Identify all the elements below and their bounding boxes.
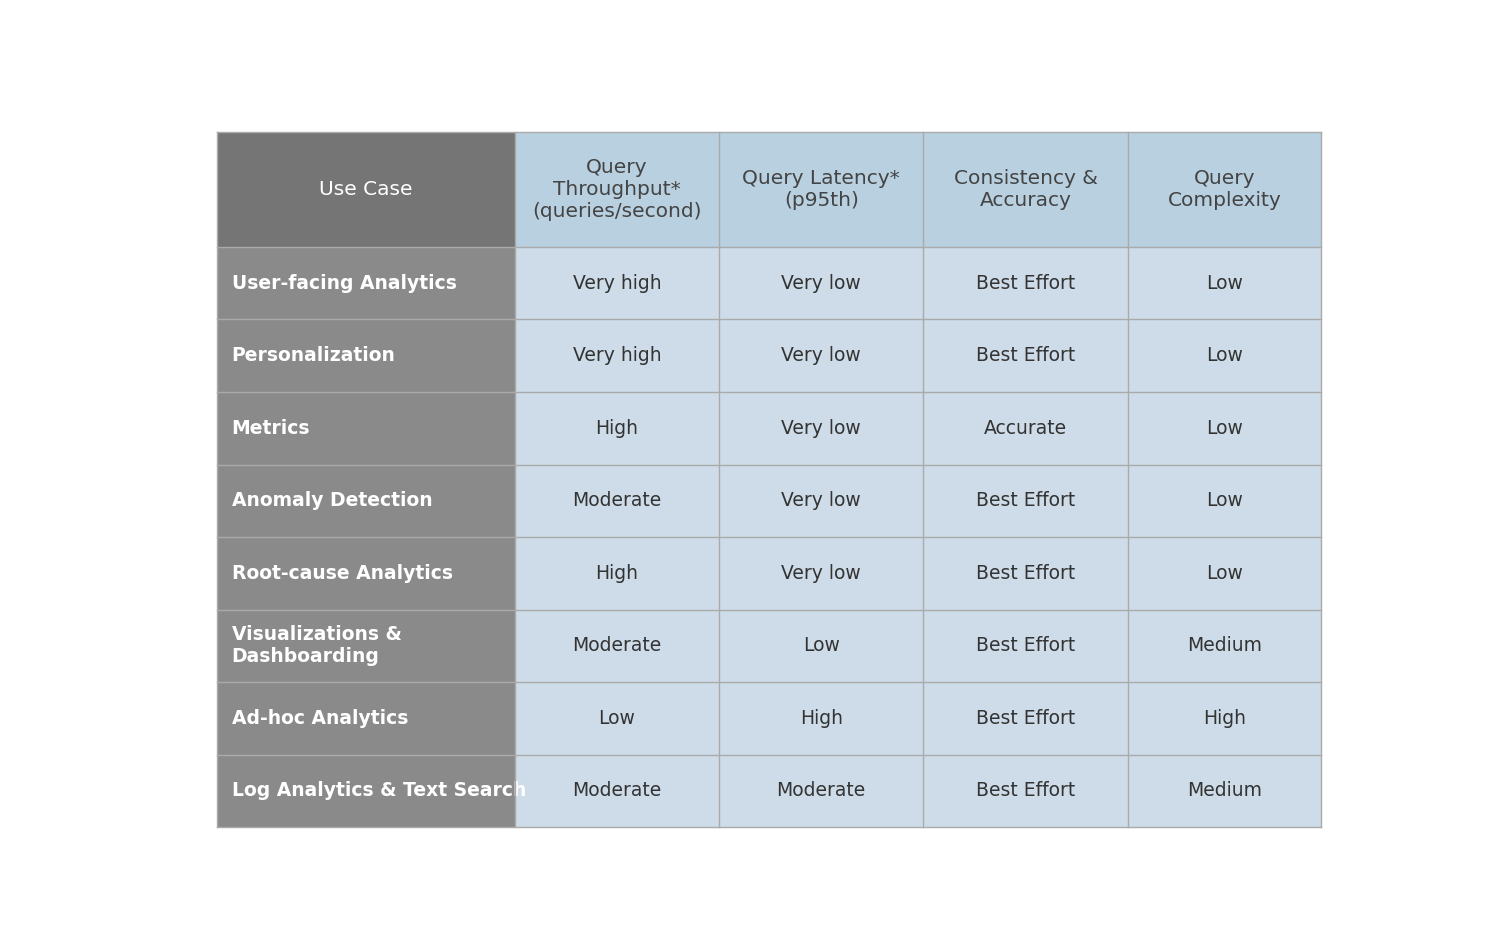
Text: User-facing Analytics: User-facing Analytics [231,274,456,293]
Bar [718,247,924,319]
Text: High: High [596,419,639,438]
Text: Best Effort: Best Effort [976,491,1076,510]
Bar [216,465,514,537]
Text: Moderate: Moderate [573,782,662,801]
Bar [514,247,718,319]
Bar [924,392,1128,465]
Bar [924,682,1128,754]
Bar [1128,610,1322,682]
Bar [514,610,718,682]
Bar [924,465,1128,537]
Bar [1128,465,1322,537]
Text: Low: Low [1206,274,1242,293]
Bar [216,247,514,319]
Text: Anomaly Detection: Anomaly Detection [231,491,432,510]
Bar [514,465,718,537]
Text: Low: Low [1206,564,1242,583]
Text: Best Effort: Best Effort [976,346,1076,365]
Bar [1128,132,1322,247]
Text: High: High [1203,709,1246,728]
Bar [514,537,718,610]
Text: Moderate: Moderate [573,491,662,510]
Bar [216,537,514,610]
Text: Low: Low [598,709,636,728]
Bar [1128,319,1322,392]
Bar [514,319,718,392]
Text: Query
Throughput*
(queries/second): Query Throughput* (queries/second) [532,158,702,221]
Bar [718,754,924,827]
Text: Ad-hoc Analytics: Ad-hoc Analytics [231,709,408,728]
Text: Very low: Very low [782,274,861,293]
Text: Very high: Very high [573,346,662,365]
Text: Medium: Medium [1186,782,1262,801]
Bar [514,132,718,247]
Text: Very high: Very high [573,274,662,293]
Text: Very low: Very low [782,564,861,583]
Text: Medium: Medium [1186,636,1262,655]
Text: Log Analytics & Text Search: Log Analytics & Text Search [231,782,526,801]
Bar [718,537,924,610]
Bar [924,537,1128,610]
Text: Moderate: Moderate [573,636,662,655]
Bar [718,610,924,682]
Bar [1128,392,1322,465]
Text: Best Effort: Best Effort [976,564,1076,583]
Text: Consistency &
Accuracy: Consistency & Accuracy [954,169,1098,210]
Bar [216,754,514,827]
Text: Metrics: Metrics [231,419,310,438]
Bar [216,682,514,754]
Bar [924,247,1128,319]
Bar [1128,247,1322,319]
Text: Best Effort: Best Effort [976,709,1076,728]
Text: Query
Complexity: Query Complexity [1167,169,1281,210]
Bar [924,610,1128,682]
Text: Low: Low [1206,346,1242,365]
Text: Best Effort: Best Effort [976,636,1076,655]
Bar [514,392,718,465]
Text: High: High [596,564,639,583]
Bar [718,682,924,754]
Bar [718,392,924,465]
Text: Root-cause Analytics: Root-cause Analytics [231,564,453,583]
Bar [216,392,514,465]
Text: Best Effort: Best Effort [976,274,1076,293]
Bar [1128,682,1322,754]
Text: Visualizations &
Dashboarding: Visualizations & Dashboarding [231,625,402,666]
Text: Accurate: Accurate [984,419,1066,438]
Bar [718,465,924,537]
Text: Best Effort: Best Effort [976,782,1076,801]
Text: Personalization: Personalization [231,346,396,365]
Bar [924,132,1128,247]
Bar [718,132,924,247]
Bar [924,319,1128,392]
Text: Low: Low [1206,419,1242,438]
Bar [216,610,514,682]
Bar [924,754,1128,827]
Bar [514,754,718,827]
Text: Query Latency*
(p95th): Query Latency* (p95th) [742,169,900,210]
Bar [514,682,718,754]
Bar [1128,754,1322,827]
Bar [1128,537,1322,610]
Text: Moderate: Moderate [777,782,865,801]
Text: Use Case: Use Case [320,180,413,200]
Text: High: High [800,709,843,728]
Text: Very low: Very low [782,346,861,365]
Text: Low: Low [1206,491,1242,510]
Text: Low: Low [802,636,840,655]
Bar [718,319,924,392]
Bar [216,319,514,392]
Text: Very low: Very low [782,419,861,438]
Bar [216,132,514,247]
Text: Very low: Very low [782,491,861,510]
